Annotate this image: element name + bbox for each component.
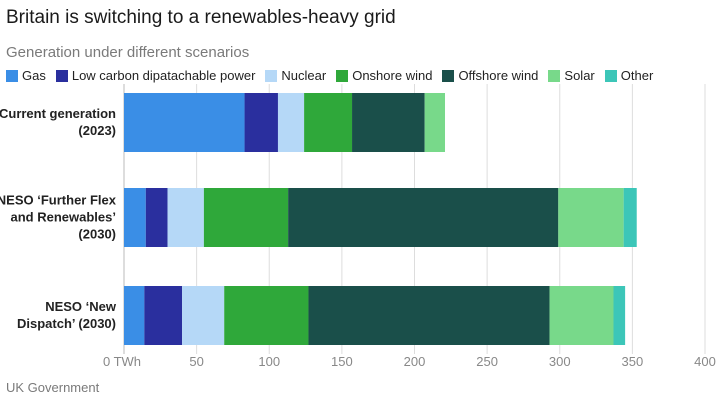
legend-label-other: Other (620, 68, 654, 83)
bar-other-2 (623, 188, 637, 247)
x-tick-label-100: 100 (258, 354, 280, 369)
legend-item-low-carbon: Low carbon dipatachable power (55, 68, 256, 83)
legend-item-offshore-wind: Offshore wind (442, 68, 538, 83)
chart-title: Britain is switching to a renewables-hea… (6, 7, 396, 28)
bar-solar-2 (558, 188, 624, 247)
legend-item-nuclear: Nuclear (265, 68, 326, 83)
bar-offshore-wind-1 (352, 93, 425, 152)
category-label-3-line-1: NESO ‘New (45, 299, 117, 314)
bar-low-carbon-dipatachable-power-2 (145, 188, 168, 247)
legend-item-onshore-wind: Onshore wind (336, 68, 432, 83)
legend-label-solar: Solar (564, 68, 595, 83)
legend-swatch-offshore-wind (442, 69, 455, 82)
legend-label-nuclear: Nuclear (281, 68, 327, 83)
bar-gas-3 (124, 286, 145, 345)
legend-label-offshore-wind: Offshore wind (458, 68, 539, 83)
legend-item-solar: Solar (548, 68, 595, 83)
bar-offshore-wind-2 (288, 188, 559, 247)
legend-item-gas: Gas (6, 68, 46, 83)
x-tick-label-150: 150 (331, 354, 353, 369)
bar-solar-1 (424, 93, 446, 152)
category-label-2-line-3: (2030) (78, 227, 116, 242)
legend-label-gas: Gas (22, 68, 46, 83)
bar-offshore-wind-3 (308, 286, 550, 345)
x-tick-label-300: 300 (549, 354, 571, 369)
bar-nuclear-1 (277, 93, 305, 152)
bar-gas-1 (124, 93, 245, 152)
bar-onshore-wind-2 (203, 188, 289, 247)
category-label-3-line-2: Dispatch’ (2030) (17, 316, 116, 331)
bar-low-carbon-dipatachable-power-1 (244, 93, 278, 152)
category-label-2-line-2: and Renewables’ (11, 210, 116, 225)
legend-item-other: Other (604, 68, 654, 83)
bar-onshore-wind-1 (304, 93, 353, 152)
chart-subtitle: Generation under different scenarios (6, 44, 250, 61)
legend-label-onshore-wind: Onshore wind (352, 68, 433, 83)
bar-other-3 (613, 286, 626, 345)
x-tick-label-200: 200 (404, 354, 426, 369)
legend-label-low-carbon: Low carbon dipatachable power (71, 68, 256, 83)
bar-gas-2 (124, 188, 146, 247)
bar-onshore-wind-3 (224, 286, 309, 345)
legend-swatch-onshore-wind (336, 69, 349, 82)
category-label-1-line-1: Current generation (0, 106, 116, 121)
x-tick-label-50: 50 (189, 354, 203, 369)
legend-swatch-low-carbon (55, 69, 68, 82)
legend-swatch-nuclear (265, 69, 278, 82)
x-tick-label-0: 0 TWh (103, 354, 141, 369)
x-tick-label-250: 250 (476, 354, 498, 369)
bar-nuclear-2 (167, 188, 204, 247)
x-tick-label-350: 350 (622, 354, 644, 369)
category-label-2-line-1: NESO ‘Further Flex (0, 193, 117, 208)
legend-swatch-solar (548, 69, 561, 82)
legend-swatch-other (604, 69, 617, 82)
bar-solar-3 (549, 286, 614, 345)
category-label-1-line-2: (2023) (78, 123, 116, 138)
bar-nuclear-3 (182, 286, 225, 345)
source-note: UK Government (6, 380, 100, 395)
bar-low-carbon-dipatachable-power-3 (144, 286, 183, 345)
legend: Gas Low carbon dipatachable power Nuclea… (6, 68, 663, 83)
x-tick-label-400: 400 (694, 354, 716, 369)
legend-swatch-gas (6, 69, 18, 82)
